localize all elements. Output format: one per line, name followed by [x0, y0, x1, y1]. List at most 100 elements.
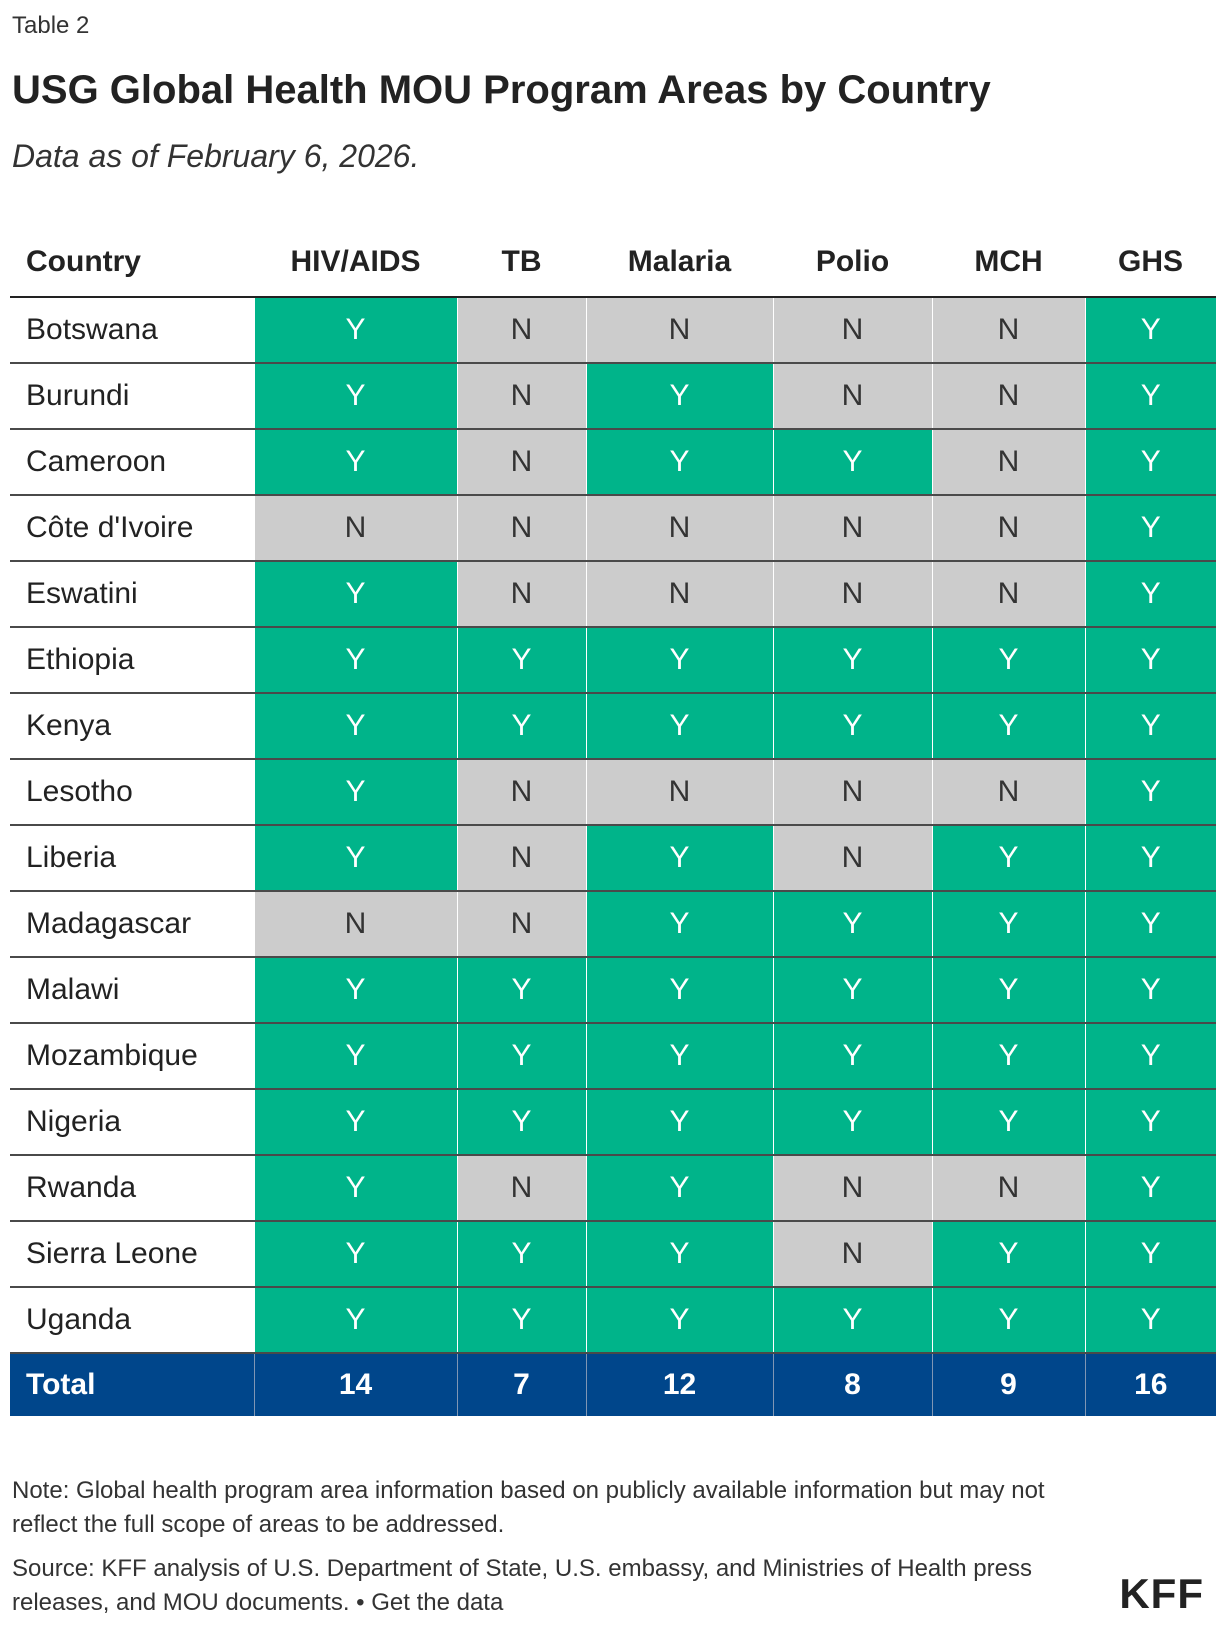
country-cell: Liberia [10, 825, 254, 892]
value-cell: Y [1084, 297, 1216, 364]
table-body: Botswana Y N N N N Y Burundi Y N Y N N Y Cameroon Y N Y Y N… [10, 297, 1216, 1416]
column-header: Country [10, 228, 254, 298]
value-cell: N [772, 1155, 932, 1222]
value-cell: Y [253, 627, 457, 694]
value-cell: Y [772, 1287, 932, 1354]
country-cell: Rwanda [10, 1155, 254, 1222]
table-row: Ethiopia Y Y Y Y Y Y [10, 627, 1216, 694]
country-cell: Mozambique [10, 1023, 254, 1090]
table-label: Table 2 [12, 12, 90, 39]
value-cell: N [585, 495, 773, 562]
column-header: Malaria [586, 228, 773, 298]
total-value-cell: 14 [253, 1353, 457, 1416]
country-cell: Uganda [10, 1287, 254, 1354]
value-cell: Y [253, 1221, 457, 1288]
value-cell: N [931, 759, 1085, 826]
value-cell: Y [585, 1221, 773, 1288]
value-cell: Y [1084, 363, 1216, 430]
value-cell: N [456, 495, 586, 562]
value-cell: N [931, 561, 1085, 628]
value-cell: Y [253, 1023, 457, 1090]
value-cell: N [456, 561, 586, 628]
value-cell: Y [931, 957, 1085, 1024]
value-cell: Y [1084, 891, 1216, 958]
table-row: Madagascar N N Y Y Y Y [10, 891, 1216, 958]
value-cell: Y [456, 1089, 586, 1156]
table-row: Nigeria Y Y Y Y Y Y [10, 1089, 1216, 1156]
value-cell: N [772, 759, 932, 826]
value-cell: Y [253, 825, 457, 892]
value-cell: Y [585, 825, 773, 892]
value-cell: Y [585, 957, 773, 1024]
table-row: Kenya Y Y Y Y Y Y [10, 693, 1216, 760]
value-cell: Y [1084, 495, 1216, 562]
value-cell: N [585, 561, 773, 628]
value-cell: Y [253, 957, 457, 1024]
kff-logo: KFF [1119, 1570, 1204, 1617]
total-value-cell: 7 [456, 1353, 586, 1416]
value-cell: Y [1084, 957, 1216, 1024]
country-cell: Botswana [10, 297, 254, 364]
value-cell: Y [585, 1287, 773, 1354]
country-cell: Côte d'Ivoire [10, 495, 254, 562]
value-cell: Y [772, 1089, 932, 1156]
value-cell: Y [585, 429, 773, 496]
value-cell: N [456, 891, 586, 958]
value-cell: N [456, 1155, 586, 1222]
country-cell: Eswatini [10, 561, 254, 628]
column-header: GHS [1085, 228, 1216, 298]
value-cell: Y [1084, 429, 1216, 496]
value-cell: Y [1084, 1089, 1216, 1156]
table-row: Côte d'Ivoire N N N N N Y [10, 495, 1216, 562]
value-cell: Y [253, 429, 457, 496]
value-cell: Y [585, 1089, 773, 1156]
table-row: Botswana Y N N N N Y [10, 297, 1216, 364]
value-cell: Y [772, 627, 932, 694]
value-cell: N [772, 1221, 932, 1288]
value-cell: Y [1084, 561, 1216, 628]
value-cell: N [931, 429, 1085, 496]
column-header: HIV/AIDS [254, 228, 457, 298]
table-row: Burundi Y N Y N N Y [10, 363, 1216, 430]
value-cell: Y [253, 561, 457, 628]
value-cell: Y [585, 1155, 773, 1222]
value-cell: N [931, 495, 1085, 562]
value-cell: Y [585, 891, 773, 958]
value-cell: N [253, 891, 457, 958]
value-cell: Y [456, 693, 586, 760]
country-cell: Malawi [10, 957, 254, 1024]
value-cell: Y [931, 1221, 1085, 1288]
value-cell: N [772, 561, 932, 628]
table-row: Liberia Y N Y N Y Y [10, 825, 1216, 892]
value-cell: N [585, 759, 773, 826]
value-cell: Y [456, 957, 586, 1024]
value-cell: N [456, 363, 586, 430]
value-cell: Y [253, 297, 457, 364]
country-cell: Lesotho [10, 759, 254, 826]
value-cell: Y [456, 1287, 586, 1354]
value-cell: N [585, 297, 773, 364]
value-cell: N [931, 363, 1085, 430]
value-cell: Y [931, 693, 1085, 760]
total-value-cell: 9 [931, 1353, 1085, 1416]
footnote-source: Source: KFF analysis of U.S. Department … [12, 1555, 1032, 1616]
total-row: Total 14 7 12 8 9 16 [10, 1353, 1216, 1416]
column-header: Polio [773, 228, 932, 298]
country-cell: Ethiopia [10, 627, 254, 694]
value-cell: Y [456, 1221, 586, 1288]
table-header-row: Country HIV/AIDS TB Malaria Polio MCH GHS [10, 228, 1216, 298]
value-cell: Y [1084, 627, 1216, 694]
table-row: Malawi Y Y Y Y Y Y [10, 957, 1216, 1024]
value-cell: Y [1084, 1155, 1216, 1222]
value-cell: Y [931, 627, 1085, 694]
page-subtitle: Data as of February 6, 2026. [12, 138, 420, 174]
total-value-cell: 8 [772, 1353, 932, 1416]
country-cell: Madagascar [10, 891, 254, 958]
table-row: Mozambique Y Y Y Y Y Y [10, 1023, 1216, 1090]
value-cell: N [772, 495, 932, 562]
value-cell: Y [1084, 1023, 1216, 1090]
column-header: TB [457, 228, 586, 298]
value-cell: Y [772, 429, 932, 496]
value-cell: Y [253, 1287, 457, 1354]
value-cell: Y [931, 825, 1085, 892]
